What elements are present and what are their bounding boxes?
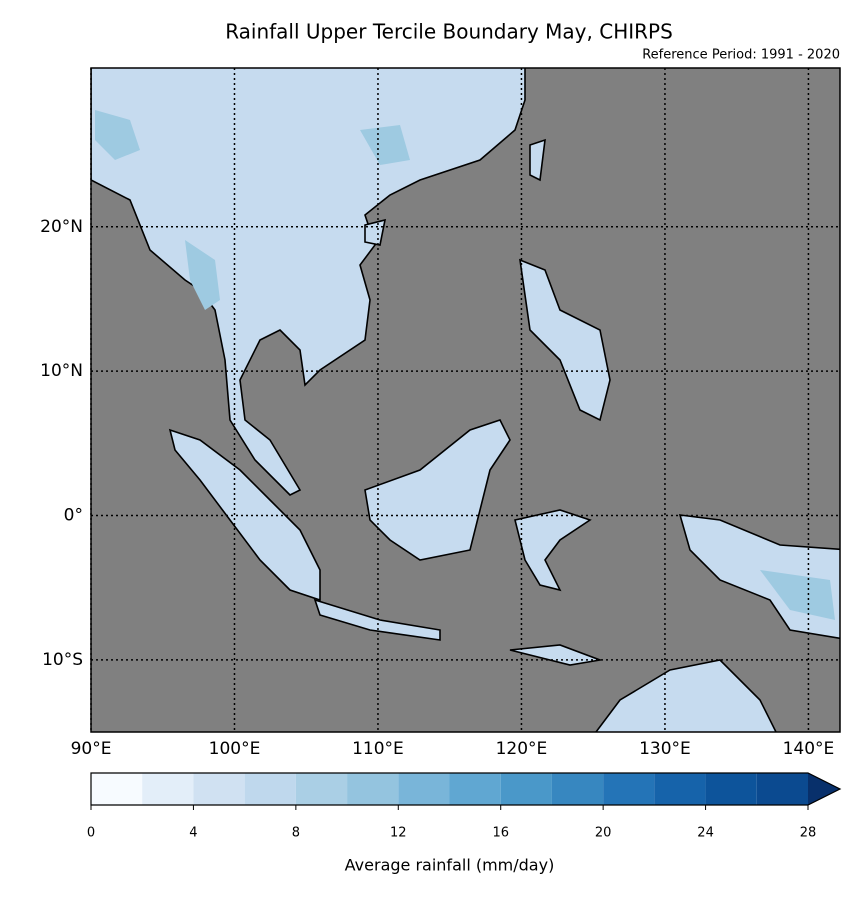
y-tick-label: 20°N <box>40 217 83 237</box>
x-tick-label: 130°E <box>639 739 691 759</box>
colorbar-segment <box>654 773 706 805</box>
colorbar-extend <box>808 773 840 805</box>
colorbar-label: Average rainfall (mm/day) <box>345 856 555 875</box>
colorbar-segment <box>500 773 552 805</box>
x-tick-label: 90°E <box>71 739 112 759</box>
y-tick-label: 0° <box>64 505 83 525</box>
colorbar: 0 4 8 12 16 20 24 28 Average rainfall (mm/day) <box>87 772 842 875</box>
australia <box>595 659 777 732</box>
y-tick-label: 10°N <box>40 361 83 381</box>
wet-region <box>760 570 835 620</box>
colorbar-segment <box>398 773 450 805</box>
colorbar-tick-label: 24 <box>697 826 714 841</box>
x-tick-label: 120°E <box>496 739 548 759</box>
sumatra <box>168 428 321 602</box>
philippines <box>519 258 611 422</box>
map-subtitle: Reference Period: 1991 - 2020 <box>642 48 840 63</box>
java <box>313 598 441 641</box>
colorbar-segment <box>347 773 399 805</box>
colorbar-segment <box>91 773 143 805</box>
colorbar-tick-label: 20 <box>595 826 612 841</box>
y-tick-label: 10°S <box>42 650 83 670</box>
colorbar-tick-label: 4 <box>189 826 197 841</box>
map-frame <box>90 67 841 733</box>
colorbar-tick-label: 28 <box>800 826 817 841</box>
colorbar-segment <box>551 773 604 805</box>
colorbar-segment <box>193 773 245 805</box>
sulawesi <box>514 509 592 592</box>
colorbar-segment <box>705 773 757 805</box>
colorbar-segment <box>603 773 655 805</box>
x-tick-label: 140°E <box>783 739 835 759</box>
colorbar-segment <box>756 773 808 805</box>
colorbar-segment <box>244 773 296 805</box>
colorbar-segment <box>295 773 348 805</box>
taiwan <box>529 138 546 182</box>
colorbar-outline <box>90 772 842 806</box>
colorbar-tick-label: 0 <box>87 826 95 841</box>
hainan <box>364 218 387 246</box>
colorbar-tick-label: 12 <box>390 826 407 841</box>
x-tick-label: 110°E <box>352 739 404 759</box>
colorbar-tick-label: 16 <box>492 826 509 841</box>
colorbar-segment <box>449 773 501 805</box>
colorbar-segment <box>142 773 194 805</box>
x-tick-label: 100°E <box>209 739 261 759</box>
map-title: Rainfall Upper Tercile Boundary May, CHI… <box>225 20 673 44</box>
colorbar-tick-label: 8 <box>292 826 300 841</box>
borneo <box>364 419 511 561</box>
